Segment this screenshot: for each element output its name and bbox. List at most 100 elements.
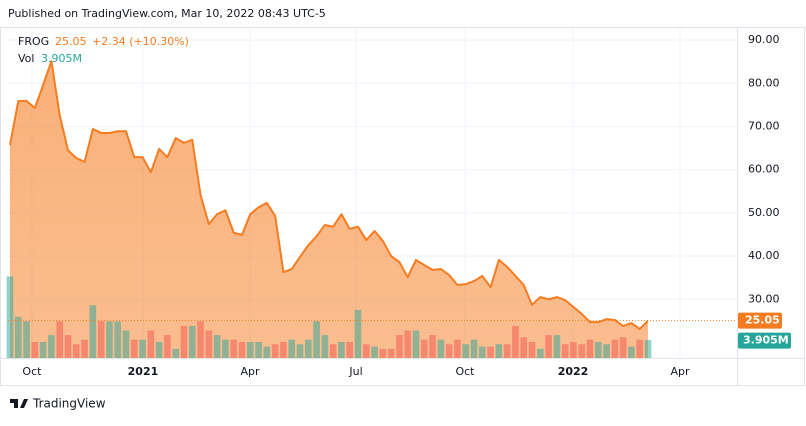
volume-bar [321,335,329,358]
volume-bar [197,321,204,358]
volume-bar [570,341,577,358]
x-tick-label: 2022 [558,365,589,378]
volume-bar [354,309,362,358]
volume-bar [404,330,412,358]
x-tick-label: 2021 [128,365,159,378]
legend-symbol: FROG [18,35,49,48]
volume-bar [636,339,644,358]
volume-bar [470,339,478,358]
frame [0,27,805,386]
volume-bar [213,335,221,358]
volume-bar [122,330,130,358]
volume-bar [39,341,47,358]
volume-bar [304,339,312,358]
volume-bar [387,348,395,358]
x-tick-label: Oct [22,365,42,378]
plot [6,60,737,359]
volume-bar [495,344,503,358]
brand-logo [10,399,28,408]
volume-bar [106,321,113,358]
volume-bar [412,330,420,358]
price-line [9,60,649,331]
volume-bar [172,348,180,358]
volume-bar [48,335,55,358]
published: Published on TradingView.com, Mar 10, 20… [8,7,326,20]
volume-bar [420,339,428,358]
volume-bar [338,341,345,358]
volume-bar [164,335,171,358]
volume-bar [238,341,246,358]
volume-bar [81,339,88,358]
last-price-badge [738,312,782,329]
volume-bar [619,337,627,358]
volume-bar [72,344,80,358]
volume-bar [545,335,552,358]
volume-bar [97,321,105,358]
last-volume-label: 3.905M [743,334,789,347]
y-tick-label: 40.00 [748,249,780,262]
x-tick-label: Apr [241,365,261,378]
volume-bar [346,341,354,358]
volume-bar [487,346,494,358]
volume-bar [445,344,453,358]
volume-bar [437,339,445,358]
volume-bar [520,337,528,358]
legend-price: 25.05 [55,35,87,48]
volume-bar [31,341,39,358]
volume-bar [528,341,536,358]
volume-bar [536,348,544,358]
area-fill [9,61,649,359]
volume-bar [586,339,594,358]
volume-bar [6,276,14,358]
volume-bar [362,344,370,358]
volume-bar [263,346,271,358]
legend-volume-value: 3.905M [41,52,82,65]
legend-volume: Vol [18,52,34,65]
volume-bar [594,341,602,358]
last-volume-badge [738,332,791,349]
y-tick-label: 70.00 [748,119,780,132]
volume-bar [603,344,610,358]
y-tick-label: 90.00 [748,33,780,46]
x-tick-label: Oct [455,365,475,378]
volume-bar [56,321,64,358]
volume-bar [205,330,213,358]
volume-bar [371,346,378,358]
volume-bar [454,339,461,358]
volume-bar [379,348,387,358]
last-price-label: 25.05 [745,314,780,327]
volume-bar [553,335,561,358]
volume-bar [644,340,652,358]
x-tick-label: Apr [670,365,690,378]
volume-bar [561,344,569,358]
volume-bar [478,346,486,358]
y-tick-label: 50.00 [748,206,780,219]
volume-bar [280,341,287,358]
brand: TradingView [32,397,106,411]
volume-bar [462,344,470,358]
volume-bar [114,321,122,358]
volume-bar [512,325,519,358]
volume-bar [23,321,30,358]
volume-bar [130,339,138,358]
volume-bar [147,330,155,358]
volume-bar [64,335,72,358]
volume-bar [89,305,97,358]
volume-bar [188,325,196,358]
legend-change: +2.34 (+10.30%) [92,35,189,48]
volume-bar [429,335,436,358]
y-tick-label: 30.00 [748,292,780,305]
volume-bar [14,316,22,358]
volume-bar [396,335,403,358]
volume-bar [155,341,163,358]
volume-bar [139,339,146,358]
x-tick-label: Jul [348,365,362,378]
volume-bar [288,339,296,358]
volume-bar [628,346,635,358]
volume-bar [230,339,238,358]
volume-bar [578,344,586,358]
volume-bar [313,321,320,358]
volume-bar [329,344,337,358]
y-tick-label: 60.00 [748,163,780,176]
